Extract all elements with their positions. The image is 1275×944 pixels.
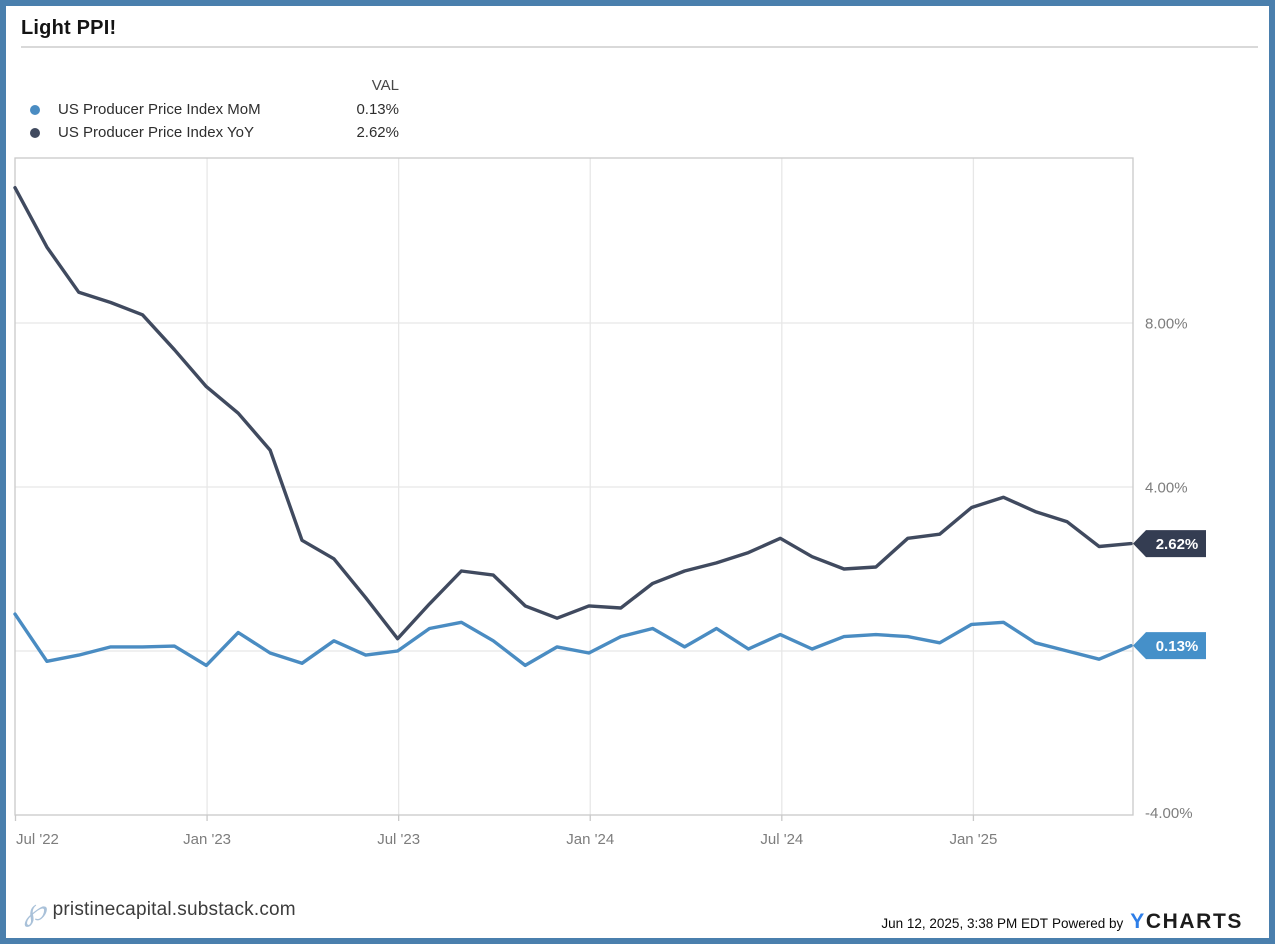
ycharts-logo-y: Y — [1130, 910, 1146, 933]
x-axis-label: Jan '25 — [949, 831, 997, 848]
site-url: pristinecapital.substack.com — [52, 899, 296, 920]
series-line — [13, 185, 1133, 641]
legend-value-yoy: 2.62% — [356, 124, 399, 141]
value-badge-label: 2.62% — [1156, 536, 1199, 553]
legend-label-yoy: US Producer Price Index YoY — [58, 124, 254, 141]
ycharts-logo-charts: CHARTS — [1145, 910, 1243, 933]
series-line — [13, 612, 1133, 668]
powered-by-label: Powered by — [1051, 916, 1124, 931]
y-axis-label: 8.00% — [1145, 316, 1188, 333]
legend-label-mom: US Producer Price Index MoM — [58, 101, 261, 118]
legend-row-mom: US Producer Price Index MoM 0.13% — [6, 101, 1269, 119]
value-badge — [1133, 530, 1206, 558]
value-badge — [1133, 632, 1206, 660]
y-axis-label: 4.00% — [1145, 480, 1188, 497]
x-axis-label: Jan '23 — [183, 831, 231, 848]
page-title: Light PPI! — [21, 17, 117, 39]
legend-row-yoy: US Producer Price Index YoY 2.62% — [6, 124, 1269, 142]
timestamp: Jun 12, 2025, 3:38 PM EDT — [881, 916, 1048, 931]
y-axis-label: -4.00% — [1145, 805, 1193, 822]
mom-series-dot-icon — [30, 105, 40, 115]
x-axis-label: Jul '22 — [16, 831, 59, 848]
x-axis-label: Jul '24 — [760, 831, 803, 848]
yoy-series-dot-icon — [30, 128, 40, 138]
legend-val-header: VAL — [371, 77, 399, 94]
legend-value-mom: 0.13% — [356, 101, 399, 118]
title-divider — [21, 46, 1258, 48]
x-axis-label: Jan '24 — [566, 831, 614, 848]
pristine-capital-logo-icon: ℘ — [24, 892, 46, 928]
site-attribution: ℘ pristinecapital.substack.com — [24, 890, 296, 930]
x-axis-label: Jul '23 — [377, 831, 420, 848]
plot-border — [14, 157, 1134, 816]
chart-attribution: Jun 12, 2025, 3:38 PM EDT Powered by YCH… — [881, 911, 1243, 932]
ycharts-logo: YCHARTS — [1130, 911, 1243, 932]
line-chart: Jul '22 Jan '23 Jul '23 Jan '24 Jul '24 Jan '… — [13, 157, 1206, 848]
value-badge-label: 0.13% — [1156, 638, 1199, 655]
